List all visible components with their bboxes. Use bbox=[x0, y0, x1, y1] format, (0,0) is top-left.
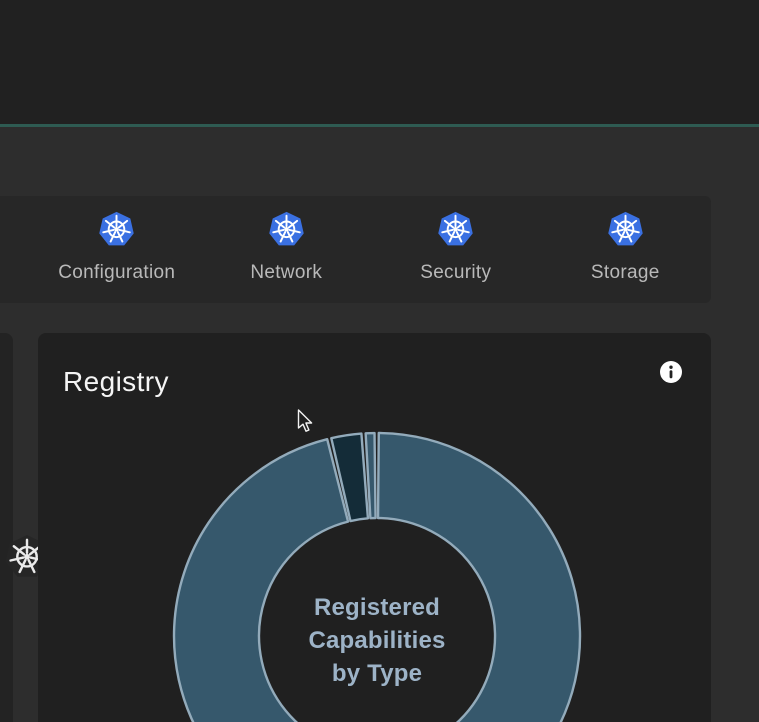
left-card-fragment bbox=[0, 333, 13, 722]
category-label: Network bbox=[250, 262, 323, 283]
donut-segment-primary-type[interactable] bbox=[172, 431, 582, 722]
category-label: Storage bbox=[590, 262, 660, 283]
kubernetes-icon bbox=[268, 211, 305, 248]
capability-categories-card: Configuration Network Security Storage bbox=[0, 196, 711, 303]
category-label: Configuration bbox=[58, 262, 176, 283]
info-icon[interactable] bbox=[659, 360, 683, 384]
registry-card: Registry Registered Capabilities by Type bbox=[38, 333, 711, 722]
category-item-security[interactable]: Security bbox=[371, 196, 541, 303]
kubernetes-icon bbox=[98, 211, 135, 248]
top-app-bar: 4 bbox=[0, 0, 759, 124]
category-item-configuration[interactable]: Configuration bbox=[32, 196, 202, 303]
topbar-actions: 4 bbox=[419, 0, 759, 124]
donut-segment-tertiary-type[interactable] bbox=[364, 431, 377, 520]
accent-divider bbox=[0, 124, 759, 127]
registry-card-title: Registry bbox=[63, 366, 169, 397]
donut-segment-secondary-type[interactable] bbox=[330, 432, 370, 523]
kubernetes-icon bbox=[607, 211, 644, 248]
category-item-network[interactable]: Network bbox=[202, 196, 372, 303]
registered-capabilities-donut-chart[interactable] bbox=[167, 426, 587, 722]
category-label: Security bbox=[420, 262, 492, 283]
category-item-storage[interactable]: Storage bbox=[541, 196, 711, 303]
kubernetes-icon bbox=[437, 211, 474, 248]
